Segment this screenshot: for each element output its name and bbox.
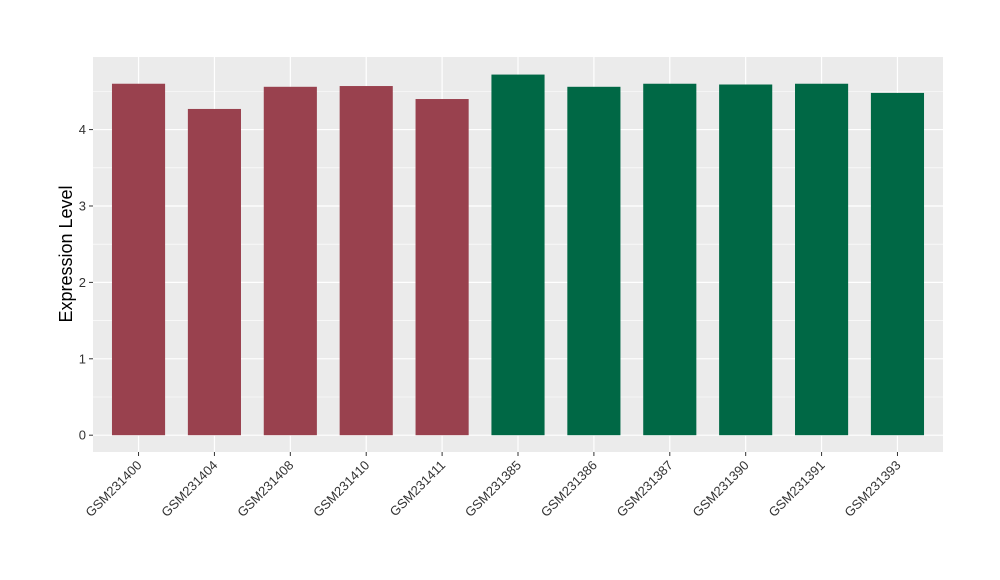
bar-GSM231400 bbox=[111, 83, 166, 436]
x-tick-label: GSM231393 bbox=[841, 458, 903, 520]
x-tick-label: GSM231411 bbox=[387, 458, 449, 520]
y-axis: 0 1 2 3 4 bbox=[79, 122, 93, 443]
bar-GSM231410 bbox=[339, 86, 393, 436]
x-tick-label: GSM231387 bbox=[614, 458, 676, 520]
x-tick-label: GSM231391 bbox=[765, 458, 827, 520]
y-tick-label: 0 bbox=[79, 428, 86, 443]
bar-GSM231386 bbox=[567, 86, 621, 436]
x-tick-label: GSM231400 bbox=[82, 458, 144, 520]
bars bbox=[111, 74, 925, 436]
x-tick-label: GSM231386 bbox=[538, 458, 600, 520]
x-tick-label: GSM231390 bbox=[690, 458, 752, 520]
bar-GSM231411 bbox=[415, 99, 469, 436]
y-axis-title: Expression Level bbox=[56, 185, 76, 322]
y-tick-label: 3 bbox=[79, 198, 86, 213]
bar-GSM231385 bbox=[491, 74, 545, 436]
bar-GSM231387 bbox=[643, 83, 697, 436]
x-tick-label: GSM231408 bbox=[234, 458, 296, 520]
bar-GSM231390 bbox=[719, 84, 773, 436]
bar-GSM231404 bbox=[187, 108, 241, 436]
x-tick-label: GSM231410 bbox=[310, 458, 372, 520]
y-tick-label: 4 bbox=[79, 122, 86, 137]
x-axis: GSM231400 GSM231404 GSM231408 GSM231410 GSM2… bbox=[82, 452, 904, 520]
bar-GSM231393 bbox=[870, 92, 925, 436]
bar-GSM231408 bbox=[263, 86, 317, 436]
x-tick-label: GSM231385 bbox=[462, 458, 524, 520]
y-tick-label: 2 bbox=[79, 275, 86, 290]
y-tick-label: 1 bbox=[79, 351, 86, 366]
bar-GSM231391 bbox=[795, 83, 849, 436]
x-tick-label: GSM231404 bbox=[158, 458, 220, 520]
